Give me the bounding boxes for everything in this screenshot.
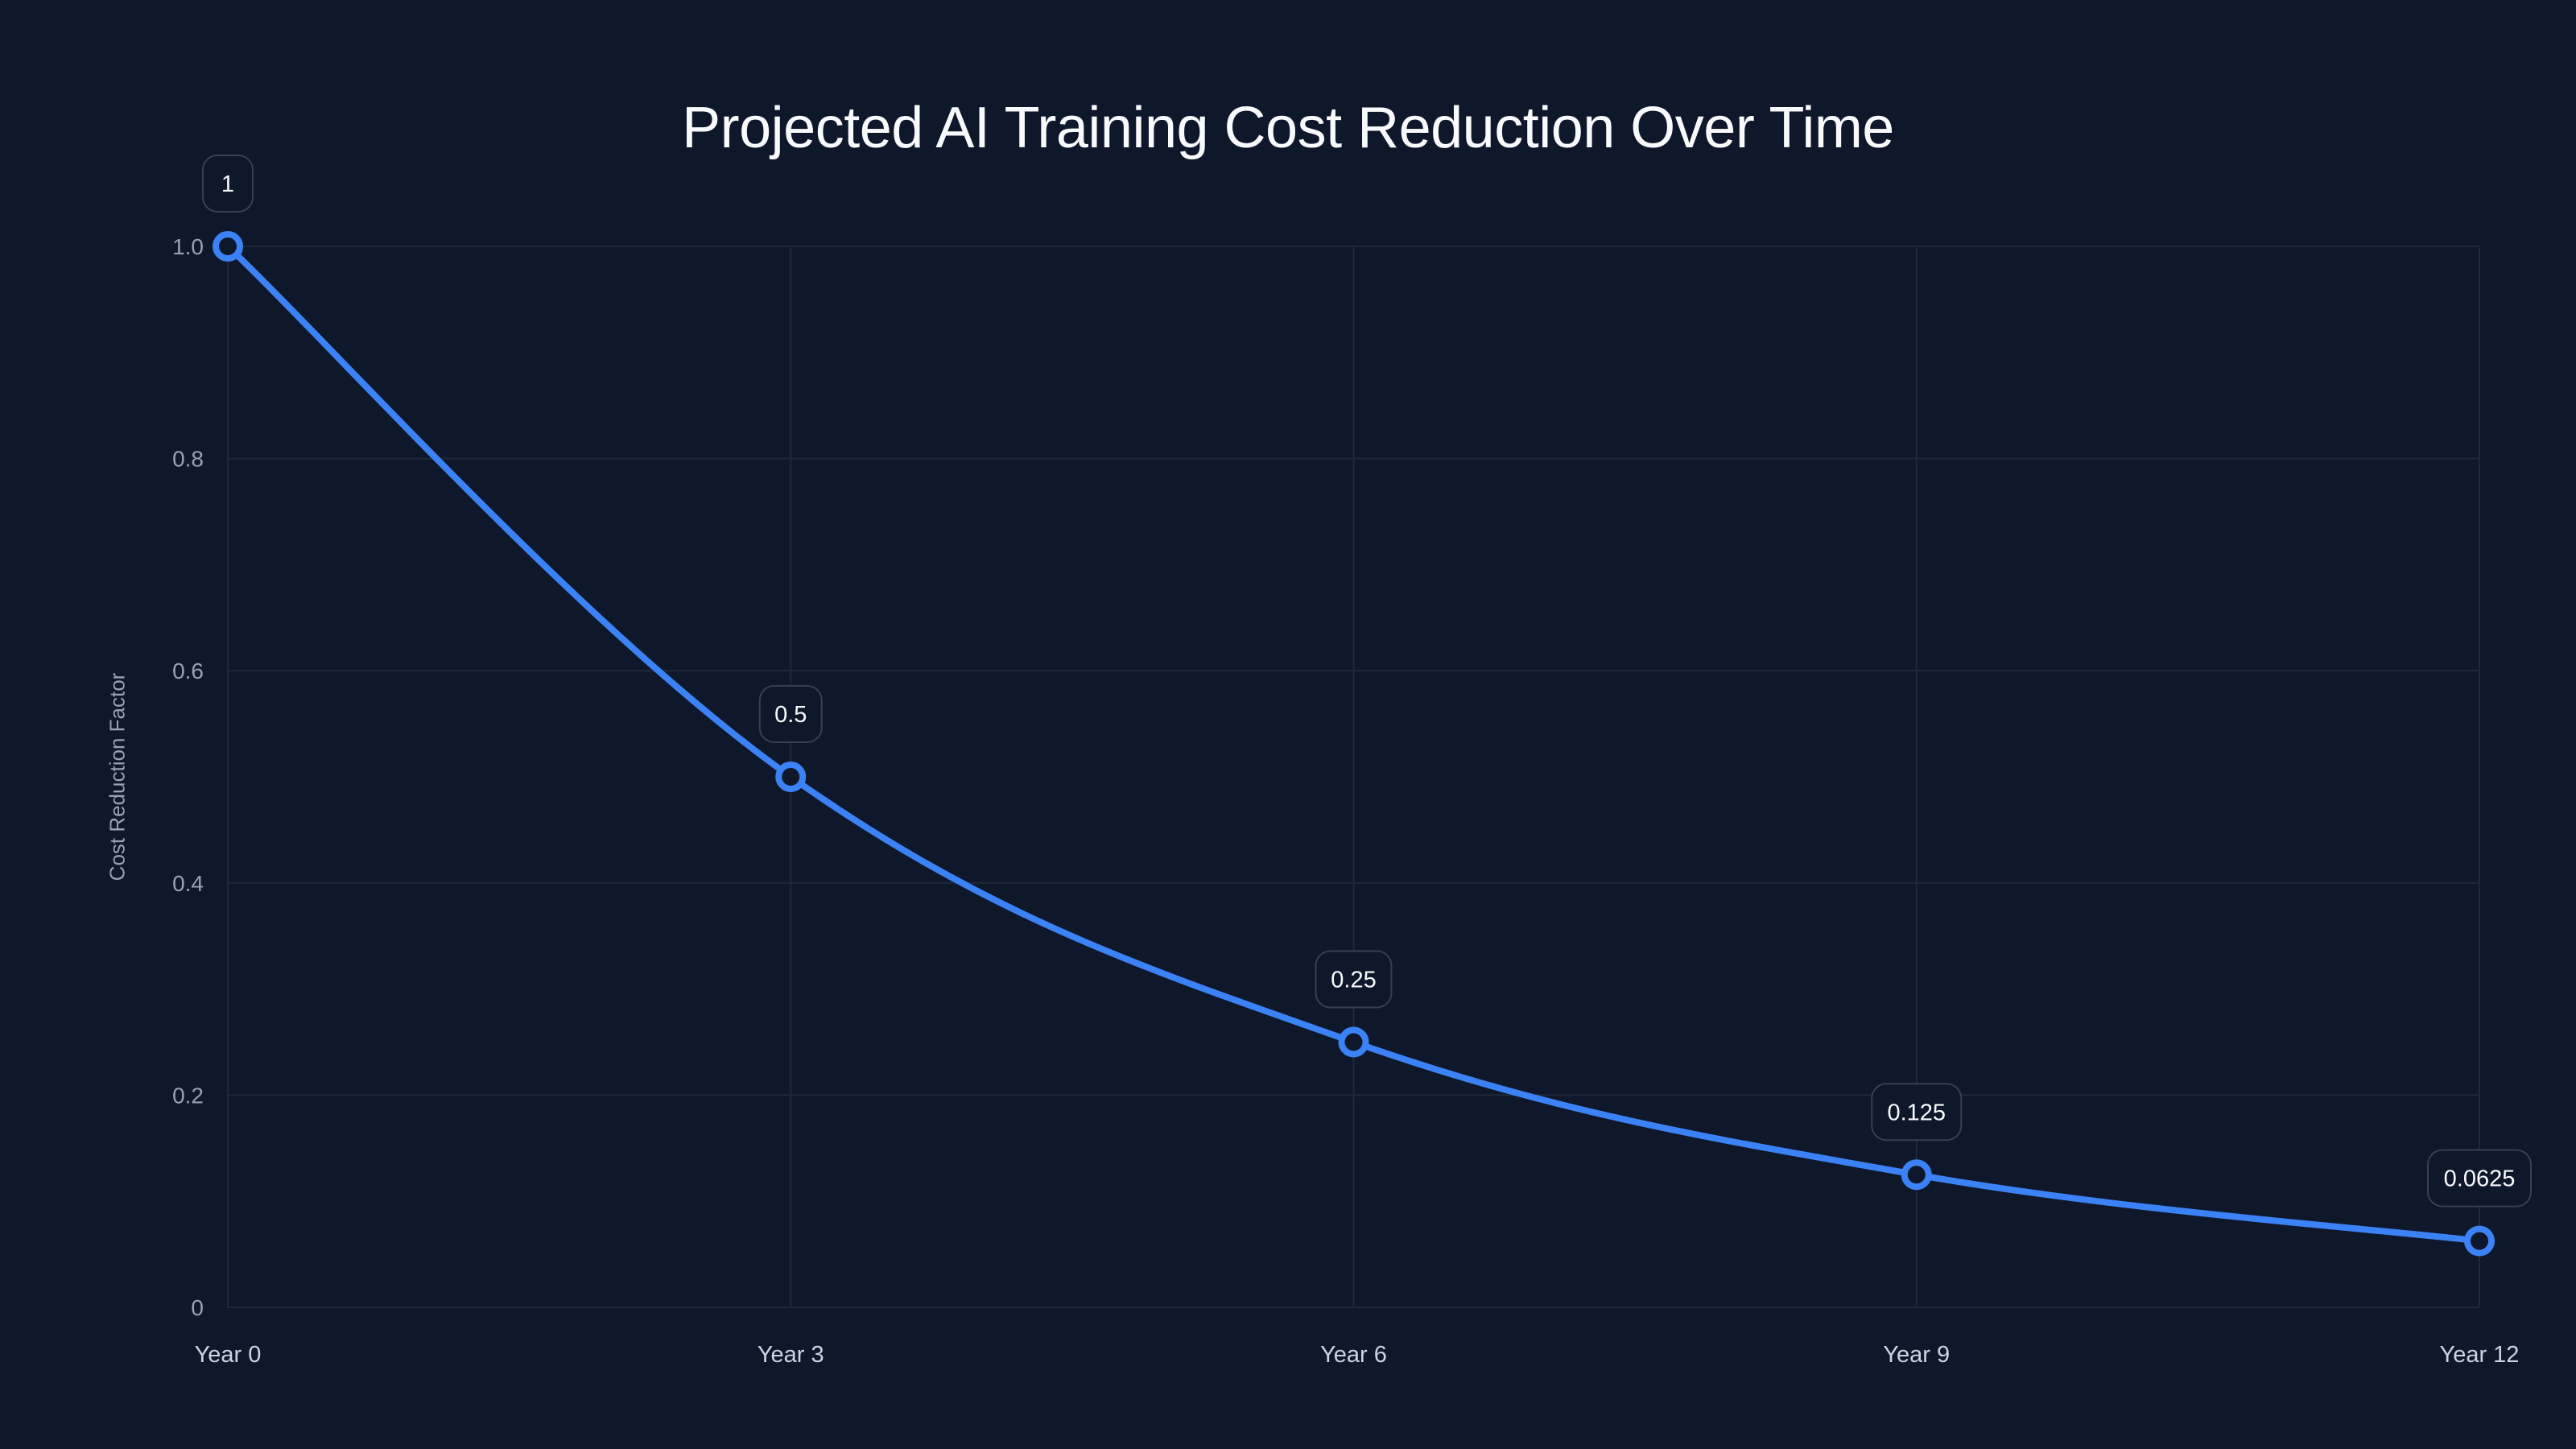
x-tick-label: Year 6	[1320, 1342, 1387, 1368]
data-label: 0.0625	[2427, 1149, 2532, 1208]
data-label-box	[1315, 950, 1393, 1009]
data-label: 0.125	[1871, 1083, 1963, 1141]
data-label-box	[202, 155, 254, 213]
series-line	[225, 243, 2483, 1245]
data-label-box	[2427, 1149, 2532, 1208]
data-series-line	[225, 243, 2483, 1245]
y-tick-label: 0.6	[172, 658, 204, 683]
y-tick-label: 0	[191, 1295, 204, 1320]
data-label-text: 0.5	[774, 702, 807, 728]
data-labels: 1 0.5 0.25 0.125 0.0625	[202, 155, 2532, 1208]
data-markers	[213, 231, 2495, 1257]
x-tick-label: Year 9	[1883, 1342, 1950, 1368]
y-axis-ticks: 0 0.2 0.4 0.6 0.8 1.0	[172, 234, 204, 1320]
x-tick-label: Year 12	[2440, 1342, 2520, 1368]
y-tick-label: 0.2	[172, 1083, 204, 1108]
data-label-text: 0.0625	[2444, 1166, 2516, 1192]
data-label-text: 0.125	[1887, 1100, 1946, 1125]
x-axis-ticks: Year 0 Year 3 Year 6 Year 9 Year 12	[195, 1342, 2520, 1368]
chart-title: Projected AI Training Cost Reduction Ove…	[682, 96, 1894, 160]
y-tick-label: 0.8	[172, 447, 204, 472]
data-label: 0.25	[1315, 950, 1393, 1009]
data-label-text: 0.25	[1331, 968, 1376, 993]
data-label: 1	[202, 155, 254, 213]
y-tick-label: 1.0	[172, 234, 204, 259]
data-point-marker	[1338, 1026, 1369, 1058]
data-label: 0.5	[758, 685, 823, 743]
data-label-box	[1871, 1083, 1963, 1141]
x-tick-label: Year 3	[758, 1342, 824, 1368]
data-point-marker	[2464, 1225, 2495, 1257]
data-label-text: 1	[221, 171, 234, 197]
x-tick-label: Year 0	[195, 1342, 262, 1368]
data-label-box	[758, 685, 823, 743]
data-point-marker	[1901, 1159, 1932, 1191]
y-tick-label: 0.4	[172, 871, 204, 896]
data-point-marker	[775, 762, 807, 792]
data-point-marker	[213, 231, 243, 262]
grid-lines	[227, 246, 2480, 1308]
